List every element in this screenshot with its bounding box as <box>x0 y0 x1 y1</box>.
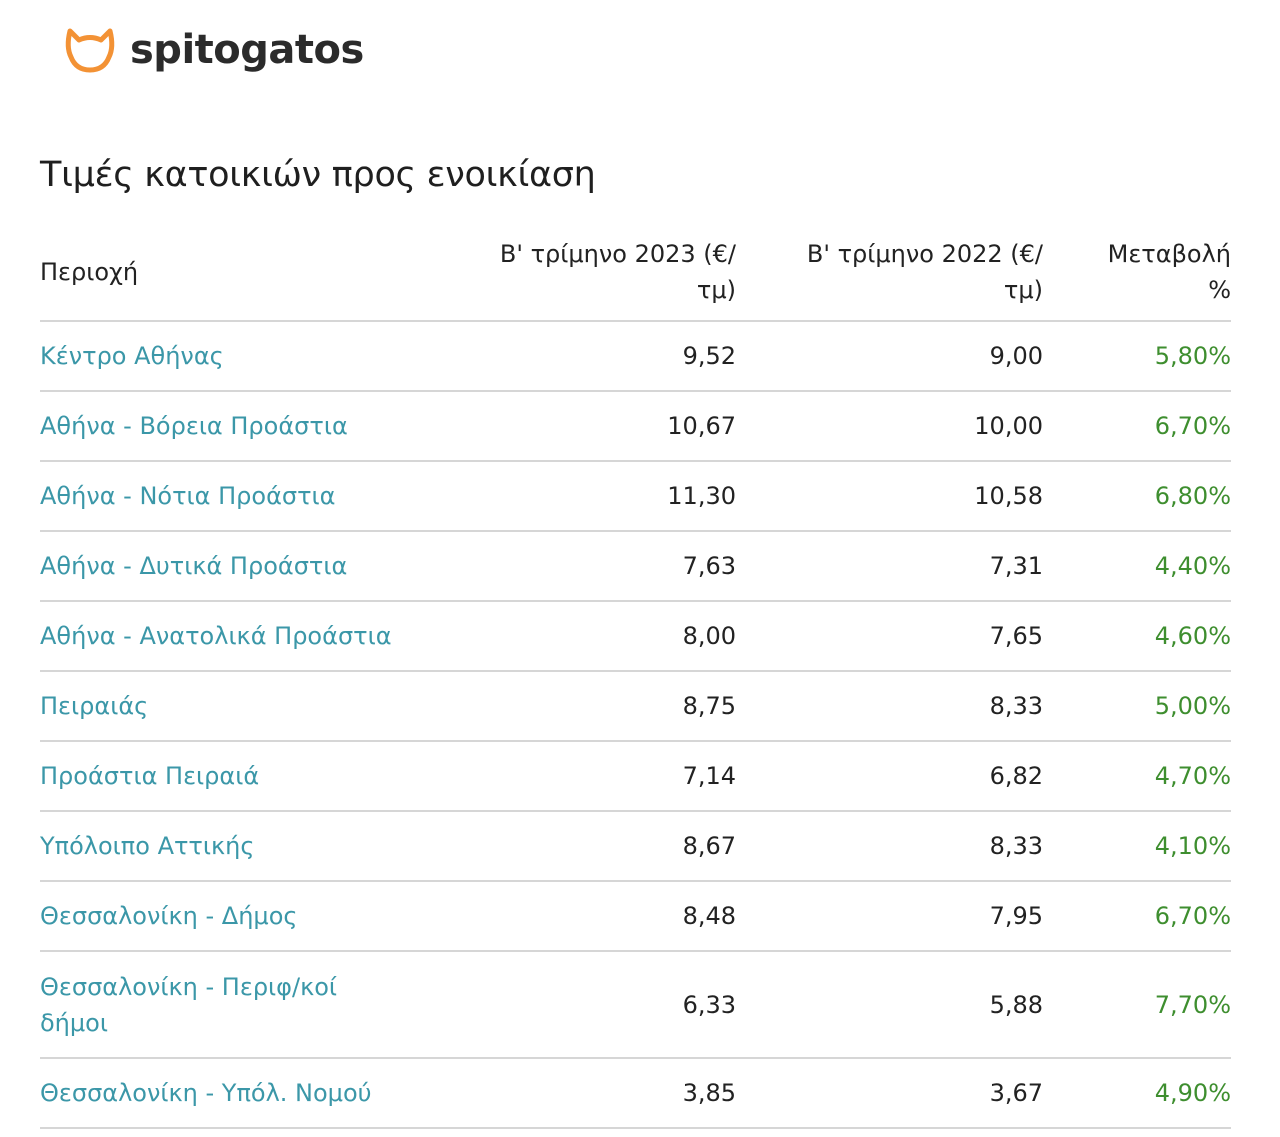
price-2022-cell: 5,88 <box>736 951 1043 1059</box>
column-header-q2-2023: Β' τρίμηνο 2023 (€/τμ) <box>430 232 736 322</box>
region-link[interactable]: Θεσσαλονίκη - Υπόλ. Νομού <box>40 1058 430 1129</box>
price-2022-cell: 8,33 <box>736 811 1043 882</box>
change-cell: 4,70% <box>1043 741 1231 812</box>
change-cell: 5,00% <box>1043 671 1231 742</box>
change-cell: 4,90% <box>1043 1058 1231 1129</box>
region-label: Κέντρο Αθήνας <box>40 342 224 370</box>
price-2023-cell: 8,48 <box>430 881 736 952</box>
price-2023-cell: 7,63 <box>430 531 736 602</box>
region-link[interactable]: Θεσσαλονίκη - Δήμος <box>40 881 430 952</box>
table-row: Θεσσαλονίκη - Περιφ/κοί δήμοι 6,33 5,88 … <box>40 951 1231 1059</box>
region-link[interactable]: Αθήνα - Νότια Προάστια <box>40 461 430 532</box>
table-row: Αθήνα - Βόρεια Προάστια 10,67 10,00 6,70… <box>40 391 1231 462</box>
price-2022-cell: 10,00 <box>736 391 1043 462</box>
change-cell: 4,60% <box>1043 601 1231 672</box>
region-label: Θεσσαλονίκη - Περιφ/κοί δήμοι <box>40 972 338 1037</box>
change-cell: 4,40% <box>1043 531 1231 602</box>
region-link[interactable]: Θεσσαλονίκη - Περιφ/κοί δήμοι <box>40 951 430 1059</box>
price-2023-cell: 7,14 <box>430 741 736 812</box>
region-link[interactable]: Κέντρο Αθήνας <box>40 321 430 392</box>
region-label: Προάστια Πειραιά <box>40 762 260 790</box>
price-2023-cell: 8,00 <box>430 601 736 672</box>
price-2023-cell: 9,52 <box>430 321 736 392</box>
price-2022-cell: 9,00 <box>736 321 1043 392</box>
site-header: spitogatos <box>62 20 364 80</box>
change-cell: 6,80% <box>1043 461 1231 532</box>
region-label: Πειραιάς <box>40 692 149 720</box>
price-2022-cell: 7,31 <box>736 531 1043 602</box>
change-cell: 4,10% <box>1043 811 1231 882</box>
column-header-region: Περιοχή <box>40 232 430 322</box>
region-label: Αθήνα - Ανατολικά Προάστια <box>40 622 392 650</box>
column-header-change: Μεταβολή % <box>1043 232 1231 322</box>
region-label: Θεσσαλονίκη - Υπόλ. Νομού <box>40 1079 372 1107</box>
table-row: Αθήνα - Δυτικά Προάστια 7,63 7,31 4,40% <box>40 531 1231 602</box>
region-link[interactable]: Υπόλοιπο Αττικής <box>40 811 430 882</box>
page-title: Τιμές κατοικιών προς ενοικίαση <box>40 155 596 195</box>
table-row: Θεσσαλονίκη - Δήμος 8,48 7,95 6,70% <box>40 881 1231 952</box>
region-link[interactable]: Προάστια Πειραιά <box>40 741 430 812</box>
change-cell: 6,70% <box>1043 391 1231 462</box>
cat-head-icon[interactable] <box>62 25 118 75</box>
price-2023-cell: 8,67 <box>430 811 736 882</box>
change-cell: 5,80% <box>1043 321 1231 392</box>
price-2023-cell: 6,33 <box>430 951 736 1059</box>
region-label: Αθήνα - Δυτικά Προάστια <box>40 552 348 580</box>
table-row: Αθήνα - Νότια Προάστια 11,30 10,58 6,80% <box>40 461 1231 532</box>
region-link[interactable]: Αθήνα - Δυτικά Προάστια <box>40 531 430 602</box>
price-2023-cell: 10,67 <box>430 391 736 462</box>
table-row: Κέντρο Αθήνας 9,52 9,00 5,80% <box>40 321 1231 392</box>
region-label: Υπόλοιπο Αττικής <box>40 832 255 860</box>
column-header-q2-2022: Β' τρίμηνο 2022 (€/τμ) <box>736 232 1043 322</box>
price-2022-cell: 7,65 <box>736 601 1043 672</box>
price-2022-cell: 7,95 <box>736 881 1043 952</box>
change-cell: 6,70% <box>1043 881 1231 952</box>
region-label: Θεσσαλονίκη - Δήμος <box>40 902 298 930</box>
price-2022-cell: 6,82 <box>736 741 1043 812</box>
table-row: Υπόλοιπο Αττικής 8,67 8,33 4,10% <box>40 811 1231 882</box>
table-row: Προάστια Πειραιά 7,14 6,82 4,70% <box>40 741 1231 812</box>
region-label: Αθήνα - Βόρεια Προάστια <box>40 412 348 440</box>
table-row: Πειραιάς 8,75 8,33 5,00% <box>40 671 1231 742</box>
table-row: Θεσσαλονίκη - Υπόλ. Νομού 3,85 3,67 4,90… <box>40 1058 1231 1129</box>
table-row: Αθήνα - Ανατολικά Προάστια 8,00 7,65 4,6… <box>40 601 1231 672</box>
price-2022-cell: 8,33 <box>736 671 1043 742</box>
price-2023-cell: 11,30 <box>430 461 736 532</box>
brand-logo-text[interactable]: spitogatos <box>130 27 364 73</box>
rent-prices-table: Περιοχή Β' τρίμηνο 2023 (€/τμ) Β' τρίμην… <box>40 232 1231 1129</box>
column-header-change-label: Μεταβολή % <box>1107 240 1231 304</box>
price-2022-cell: 10,58 <box>736 461 1043 532</box>
column-header-q2-2022-label: Β' τρίμηνο 2022 (€/τμ) <box>806 240 1043 304</box>
price-2022-cell: 3,67 <box>736 1058 1043 1129</box>
column-header-q2-2023-label: Β' τρίμηνο 2023 (€/τμ) <box>499 240 736 304</box>
region-link[interactable]: Αθήνα - Βόρεια Προάστια <box>40 391 430 462</box>
change-cell: 7,70% <box>1043 951 1231 1059</box>
price-2023-cell: 8,75 <box>430 671 736 742</box>
region-link[interactable]: Αθήνα - Ανατολικά Προάστια <box>40 601 430 672</box>
price-2023-cell: 3,85 <box>430 1058 736 1129</box>
region-label: Αθήνα - Νότια Προάστια <box>40 482 336 510</box>
table-header-row: Περιοχή Β' τρίμηνο 2023 (€/τμ) Β' τρίμην… <box>40 232 1231 322</box>
region-link[interactable]: Πειραιάς <box>40 671 430 742</box>
